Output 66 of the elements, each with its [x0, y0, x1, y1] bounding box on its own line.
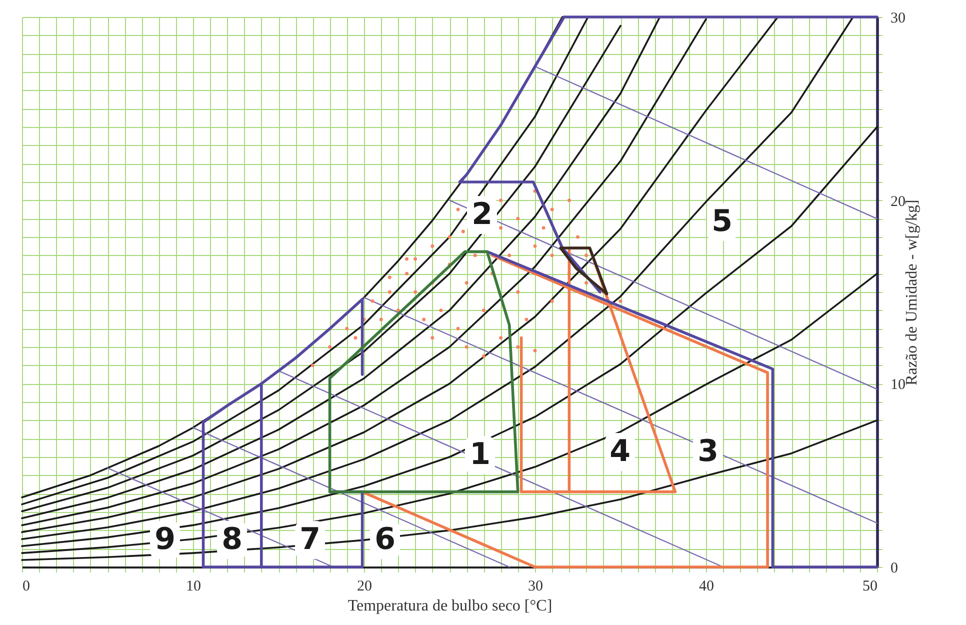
point [533, 244, 537, 248]
point [464, 345, 468, 349]
annotation: 7 [300, 522, 320, 557]
point [567, 198, 571, 202]
point [354, 336, 358, 340]
point [388, 276, 392, 280]
point [396, 308, 400, 312]
point [414, 290, 418, 294]
point [550, 208, 554, 212]
point [584, 281, 588, 285]
annotation: 5 [712, 204, 732, 239]
point [430, 244, 434, 248]
point [576, 235, 580, 239]
point [508, 254, 512, 258]
point [405, 272, 408, 276]
x-axis-title: Temperatura de bulbo seco [°C] [348, 598, 552, 614]
point [461, 230, 465, 234]
point [439, 308, 443, 312]
x-tick-label: 50 [862, 578, 878, 594]
x-tick-label: 40 [699, 578, 714, 594]
point [464, 281, 468, 285]
point [524, 318, 528, 322]
annotation: 8 [222, 522, 242, 557]
point [550, 299, 554, 303]
point [533, 348, 537, 352]
point [584, 254, 588, 258]
x-tick-label: 20 [357, 578, 372, 594]
point [328, 345, 332, 349]
point [448, 235, 452, 239]
point [516, 345, 520, 349]
annotation: 2 [472, 197, 492, 232]
y-tick-label: 20 [890, 194, 906, 210]
annotation: 3 [698, 434, 718, 469]
point [379, 318, 383, 322]
point [414, 257, 418, 261]
y-axis-title: Razão de Umidade - w[g/kg] [904, 200, 920, 386]
point [473, 254, 477, 258]
point [550, 254, 554, 258]
point [482, 354, 486, 358]
point [499, 336, 503, 340]
x-tick-label: 30 [528, 578, 543, 594]
point [499, 198, 503, 202]
x-tick-label: 10 [186, 578, 201, 594]
annotation: 4 [610, 434, 630, 469]
point [345, 326, 349, 330]
annotation: 6 [374, 522, 396, 557]
point [516, 216, 520, 220]
annotation: 9 [154, 522, 176, 557]
point [370, 299, 374, 303]
point [618, 299, 622, 303]
point [388, 290, 392, 294]
point [516, 290, 520, 294]
point [482, 308, 486, 312]
point [456, 326, 460, 330]
point [422, 318, 426, 322]
y-tick-label: 30 [890, 10, 906, 26]
annotation: 1 [470, 437, 490, 472]
point [405, 257, 408, 261]
y-tick-label: 10 [890, 377, 906, 394]
y-tick-label: 0 [890, 560, 898, 576]
point [430, 336, 434, 340]
point [456, 208, 460, 212]
point [499, 226, 503, 230]
x-tick-label: 0 [22, 578, 30, 594]
point [542, 226, 546, 230]
point [310, 364, 314, 368]
